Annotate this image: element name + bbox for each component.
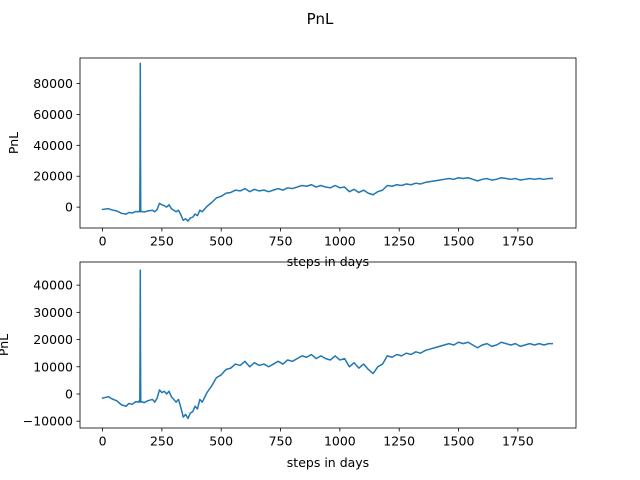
x-tick-label-top: 1000 (324, 234, 356, 249)
x-tick-label-bottom: 1250 (383, 434, 415, 449)
x-tick-label-top: 1250 (383, 234, 415, 249)
x-tick-label-top: 500 (209, 234, 233, 249)
x-tick-label-bottom: 1750 (502, 434, 534, 449)
x-tick-label-bottom: 750 (269, 434, 293, 449)
x-tick-label-top: 750 (269, 234, 293, 249)
axes-frame-bottom (79, 261, 577, 429)
axes-frame-top (79, 57, 577, 229)
x-axis-label-top: steps in days (287, 254, 369, 269)
x-tick-label-top: 1500 (443, 234, 475, 249)
x-tick-label-top: 1750 (502, 234, 534, 249)
x-axis-label-bottom: steps in days (287, 455, 369, 470)
y-axis-label-top: PnL (6, 132, 21, 154)
y-tick-label-bottom: 20000 (33, 332, 73, 347)
y-tick-label-bottom: −10000 (23, 414, 73, 429)
y-tick-label-top: 0 (65, 200, 73, 215)
x-tick-label-bottom: 250 (150, 434, 174, 449)
x-tick-label-bottom: 0 (99, 434, 107, 449)
pnl-series-line-bottom (101, 269, 554, 420)
y-tick-label-bottom: 30000 (33, 305, 73, 320)
y-tick-label-bottom: 10000 (33, 359, 73, 374)
y-tick-label-top: 20000 (33, 169, 73, 184)
x-tick-label-top: 250 (150, 234, 174, 249)
y-tick-label-top: 40000 (33, 138, 73, 153)
series-layer-top (101, 62, 554, 222)
pnl-series-line-top (101, 62, 554, 222)
ticks-layer-bottom: 0 250 500 750 1000 1250 1500 1750 −10000 0 10000 20… (23, 278, 534, 449)
x-tick-label-bottom: 1000 (324, 434, 356, 449)
y-tick-label-bottom: 40000 (33, 278, 73, 293)
y-tick-label-top: 80000 (33, 76, 73, 91)
figure-title: PnL (307, 10, 334, 28)
x-tick-label-bottom: 1500 (443, 434, 475, 449)
x-tick-label-top: 0 (99, 234, 107, 249)
y-tick-label-bottom: 0 (65, 386, 73, 401)
axes-bottom: 0 250 500 750 1000 1250 1500 1750 −10000 0 10000 20… (0, 261, 577, 470)
axes-top: 0 250 500 750 1000 1250 1500 1750 0 20000 40000 600… (6, 57, 577, 269)
y-tick-label-top: 60000 (33, 107, 73, 122)
ticks-layer-top: 0 250 500 750 1000 1250 1500 1750 0 20000 40000 600… (33, 76, 534, 249)
x-tick-label-bottom: 500 (209, 434, 233, 449)
y-axis-label-bottom: PnL (0, 334, 11, 356)
series-layer-bottom (101, 269, 554, 420)
